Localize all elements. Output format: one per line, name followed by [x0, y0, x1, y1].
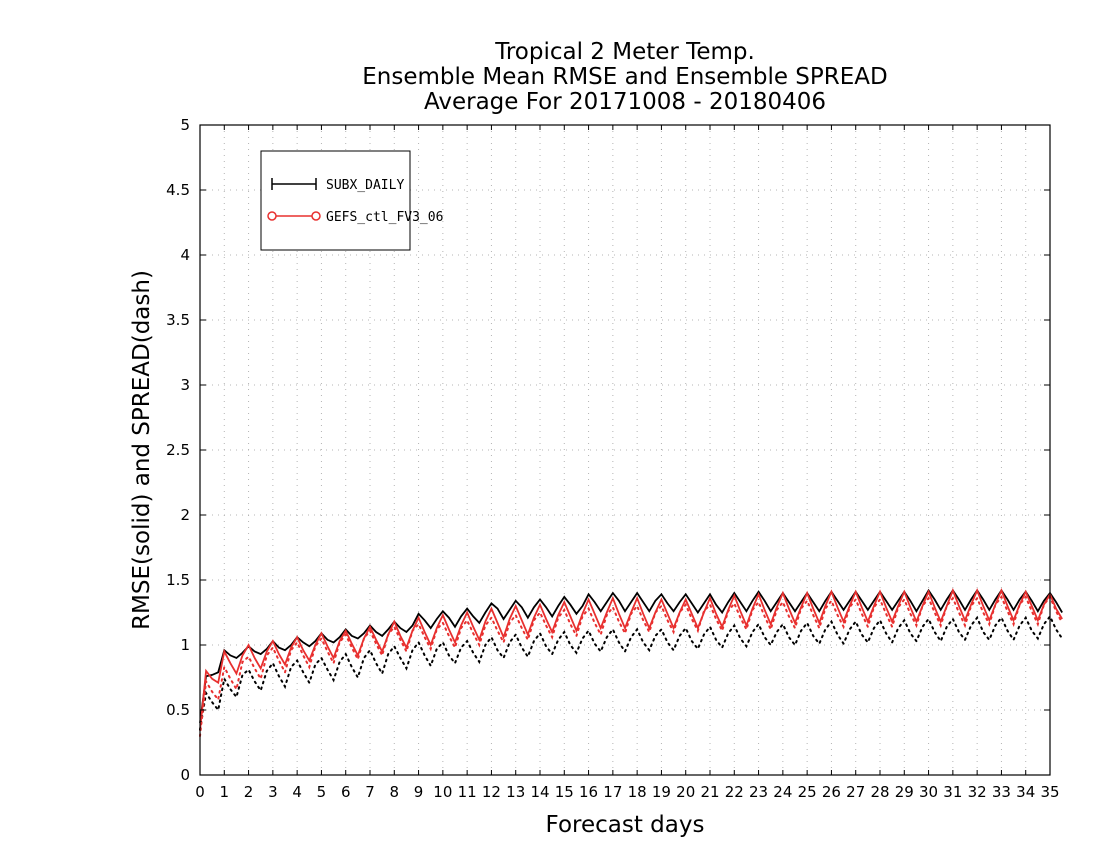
x-tick-label: 9: [414, 783, 424, 801]
x-tick-label: 7: [365, 783, 375, 801]
y-tick-label: 1: [180, 636, 190, 654]
y-tick-label: 5: [180, 116, 190, 134]
x-tick-label: 12: [482, 783, 501, 801]
x-tick-label: 34: [1016, 783, 1035, 801]
x-tick-label: 20: [676, 783, 695, 801]
y-tick-label: 0: [180, 766, 190, 784]
y-tick-label: 3.5: [166, 311, 190, 329]
x-tick-label: 3: [268, 783, 278, 801]
x-tick-label: 29: [895, 783, 914, 801]
legend: SUBX_DAILY GEFS_ctl_FV3_06: [260, 150, 443, 251]
x-tick-label: 31: [943, 783, 962, 801]
legend-box: [260, 150, 411, 251]
x-tick-label: 13: [506, 783, 525, 801]
x-tick-label: 21: [700, 783, 719, 801]
x-tick-label: 1: [220, 783, 230, 801]
x-tick-label: 15: [555, 783, 574, 801]
x-tick-label: 30: [919, 783, 938, 801]
y-tick-label: 3: [180, 376, 190, 394]
x-tick-label: 26: [822, 783, 841, 801]
chart-title: Tropical 2 Meter Temp. Ensemble Mean RMS…: [362, 39, 887, 115]
y-tick-label: 4.5: [166, 181, 190, 199]
x-tick-label: 4: [292, 783, 302, 801]
y-tick-label: 1.5: [166, 571, 190, 589]
y-axis-label: RMSE(solid) and SPREAD(dash): [129, 270, 155, 630]
x-tick-label: 22: [725, 783, 744, 801]
x-tick-label: 35: [1040, 783, 1059, 801]
x-tick-label: 27: [846, 783, 865, 801]
y-tick-label: 2.5: [166, 441, 190, 459]
legend-marker-circle: [311, 211, 321, 221]
x-tick-label: 10: [433, 783, 452, 801]
chart-title-line-3: Average For 20171008 - 20180406: [424, 89, 826, 115]
chart-title-line-2: Ensemble Mean RMSE and Ensemble SPREAD: [362, 64, 887, 90]
x-tick-label: 11: [458, 783, 477, 801]
x-tick-label: 33: [992, 783, 1011, 801]
x-axis-ticks: 0 1 2 3 4 5 6 7 8 9 10 11 12 13 14 15 16 17 18 19 20 21 22 23 24…: [195, 125, 1060, 801]
x-axis-label: Forecast days: [546, 812, 705, 838]
x-tick-label: 18: [628, 783, 647, 801]
y-tick-label: 2: [180, 506, 190, 524]
x-tick-label: 19: [652, 783, 671, 801]
x-tick-label: 23: [749, 783, 768, 801]
x-tick-label: 25: [798, 783, 817, 801]
y-tick-label: 0.5: [166, 701, 190, 719]
x-tick-label: 2: [244, 783, 254, 801]
x-tick-label: 0: [195, 783, 205, 801]
legend-label: SUBX_DAILY: [326, 178, 404, 193]
legend-marker-circle: [267, 211, 277, 221]
y-tick-label: 4: [180, 246, 190, 264]
x-tick-label: 32: [968, 783, 987, 801]
chart-title-line-1: Tropical 2 Meter Temp.: [494, 39, 755, 65]
series-line-spread-2: [199, 614, 1064, 731]
x-tick-label: 28: [870, 783, 889, 801]
x-tick-label: 16: [579, 783, 598, 801]
series: [199, 587, 1064, 737]
series-line-rmse-0: [199, 588, 1063, 724]
x-tick-label: 17: [603, 783, 622, 801]
series-line-spread-3: [199, 594, 1064, 737]
legend-label: GEFS_ctl_FV3_06: [326, 210, 443, 225]
y-axis-ticks: 0 0.5 1 1.5 2 2.5 3 3.5 4 4.5 5: [166, 116, 1050, 784]
grid: [200, 125, 1050, 775]
x-tick-label: 6: [341, 783, 351, 801]
x-tick-label: 14: [530, 783, 549, 801]
x-tick-label: 24: [773, 783, 792, 801]
x-tick-label: 5: [317, 783, 327, 801]
x-tick-label: 8: [390, 783, 400, 801]
